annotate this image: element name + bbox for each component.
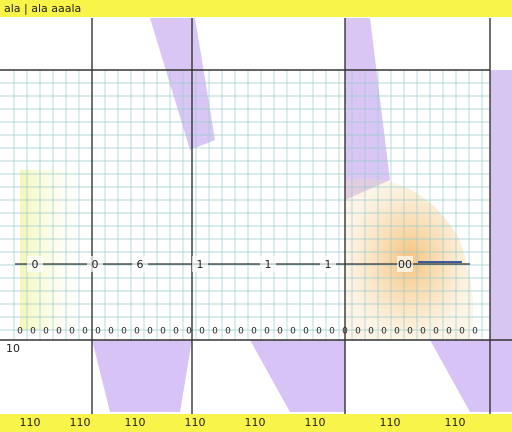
row-label: 0 <box>407 327 413 337</box>
track-label: 1 <box>325 258 332 271</box>
footer-label: 110 <box>70 416 91 429</box>
row-label: 0 <box>82 327 88 337</box>
track-marker-bg <box>132 256 148 272</box>
row-label: 0 <box>43 327 49 337</box>
row-label: 0 <box>290 327 296 337</box>
header-bar <box>0 0 512 17</box>
track-label: 0 <box>92 258 99 271</box>
blob <box>150 18 215 150</box>
row-label: 0 <box>69 327 75 337</box>
blob <box>20 170 90 330</box>
row-label: 0 <box>199 327 205 337</box>
blob <box>490 70 512 340</box>
footer-label: 110 <box>125 416 146 429</box>
track-label: 1 <box>197 258 204 271</box>
row-label: 0 <box>95 327 101 337</box>
row-label: 0 <box>212 327 218 337</box>
track-marker-bg <box>397 256 413 272</box>
row-label: 0 <box>147 327 153 337</box>
row-label: 0 <box>472 327 478 337</box>
row-label: 0 <box>264 327 270 337</box>
row-label: 0 <box>459 327 465 337</box>
track-marker-bg <box>87 256 103 272</box>
side-label: 10 <box>6 342 20 355</box>
track-label: 6 <box>137 258 144 271</box>
row-label: 0 <box>355 327 361 337</box>
row-label: 0 <box>420 327 426 337</box>
row-label: 0 <box>121 327 127 337</box>
blob <box>92 340 192 412</box>
track-label: 0 <box>32 258 39 271</box>
track-marker-bg <box>27 256 43 272</box>
row-label: 0 <box>186 327 192 337</box>
track-marker-bg <box>192 256 208 272</box>
blob <box>250 340 345 412</box>
row-label: 0 <box>433 327 439 337</box>
row-label: 0 <box>394 327 400 337</box>
row-label: 0 <box>238 327 244 337</box>
footer-label: 110 <box>245 416 266 429</box>
row-label: 0 <box>381 327 387 337</box>
footer-label: 110 <box>185 416 206 429</box>
footer-label: 110 <box>20 416 41 429</box>
grid <box>0 18 512 414</box>
track-marker-bg <box>320 256 336 272</box>
row-label: 0 <box>56 327 62 337</box>
labels: 0 0 6 1 1 1 000 0 0 0 0 0 0 0 0 0 0 0 0 0 0 0 0 0 0 0 0 0 0 0 0 0 0 0 0 0 0 0… <box>17 256 478 429</box>
row-label: 0 <box>277 327 283 337</box>
footer-bar <box>0 414 512 432</box>
row-label: 0 <box>342 327 348 337</box>
row-label: 0 <box>446 327 452 337</box>
row-label: 0 <box>17 327 23 337</box>
row-label: 0 <box>316 327 322 337</box>
header-title: ala | ala aaala <box>4 2 81 15</box>
blob <box>430 340 512 412</box>
row-label: 0 <box>368 327 374 337</box>
track-marker-bg <box>260 256 276 272</box>
footer-label: 110 <box>305 416 326 429</box>
row-label: 0 <box>30 327 36 337</box>
row-label: 0 <box>160 327 166 337</box>
row-label: 0 <box>134 327 140 337</box>
row-label: 0 <box>251 327 257 337</box>
track-label: 1 <box>265 258 272 271</box>
row-label: 0 <box>108 327 114 337</box>
row-label: 0 <box>173 327 179 337</box>
row-label: 0 <box>225 327 231 337</box>
footer-label: 110 <box>445 416 466 429</box>
track-label: 00 <box>398 258 412 271</box>
row-label: 0 <box>303 327 309 337</box>
row-label: 0 <box>329 327 335 337</box>
footer-label: 110 <box>380 416 401 429</box>
